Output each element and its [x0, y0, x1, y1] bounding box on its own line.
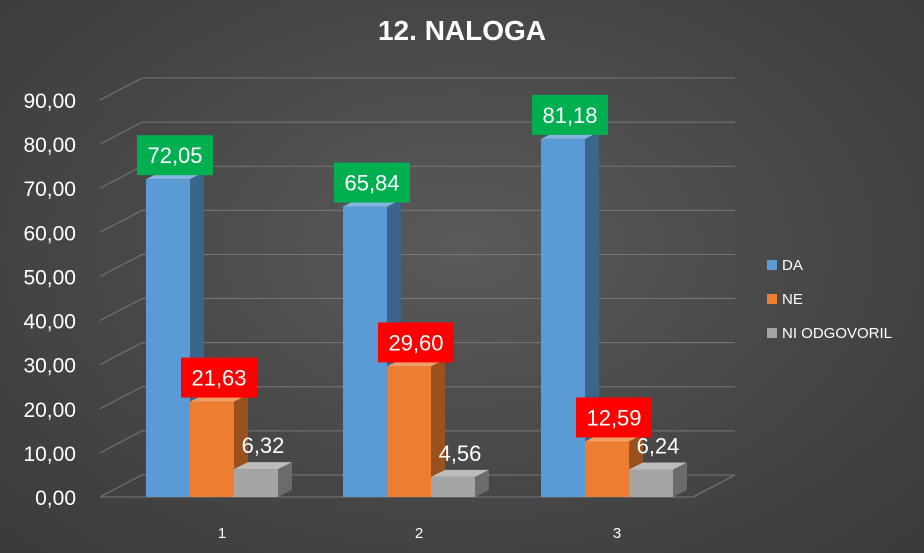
- data-label-box: [378, 322, 454, 363]
- y-tick-label: 50,00: [23, 266, 76, 289]
- data-label: 81,18: [542, 103, 597, 128]
- y-axis-ticks: 0,00 10,00 20,00 30,00 40,00 50,00 60,00 70,00 8…: [23, 90, 76, 510]
- data-label: 29,60: [388, 330, 443, 355]
- bar-side: [431, 359, 445, 497]
- bar: [585, 441, 629, 497]
- bar: [541, 138, 585, 497]
- legend-swatch: [767, 294, 777, 304]
- gridline-side: [99, 121, 143, 145]
- legend-swatch: [767, 328, 777, 338]
- data-label: 6,32: [242, 433, 285, 458]
- data-label: 65,84: [344, 171, 399, 196]
- bar: [387, 366, 431, 497]
- gridline-side: [99, 209, 143, 233]
- data-labels: 72,05 21,63 6,32 65,84 29,60 4,56 81,18 12,59 6,…: [137, 94, 680, 466]
- data-label-box: [334, 162, 410, 203]
- y-tick-label: 0,00: [35, 487, 76, 510]
- gridline-side: [99, 474, 143, 498]
- y-tick-label: 30,00: [23, 355, 76, 378]
- x-axis-categories: 1 2 3: [218, 525, 621, 542]
- x-category-label: 2: [415, 525, 423, 542]
- floor-edge-side: [692, 474, 736, 498]
- legend-swatch: [767, 260, 777, 270]
- data-label-box: [181, 357, 257, 398]
- y-tick-label: 10,00: [23, 443, 76, 466]
- bars: [146, 131, 687, 497]
- bar-top: [431, 469, 489, 477]
- legend-label: NE: [782, 291, 803, 308]
- data-label: 6,24: [637, 433, 680, 458]
- x-category-label: 3: [613, 525, 621, 542]
- y-tick-label: 40,00: [23, 311, 76, 334]
- data-label-box: [137, 135, 213, 176]
- legend: DA NE NI ODGOVORIL: [767, 257, 892, 342]
- legend-label: DA: [782, 257, 803, 274]
- bar: [629, 469, 673, 497]
- chart-title: 12. NALOGA: [378, 15, 546, 46]
- bar-side: [673, 462, 687, 497]
- data-label: 4,56: [439, 441, 482, 466]
- bar: [190, 401, 234, 497]
- bar-side: [278, 462, 292, 497]
- y-tick-label: 20,00: [23, 399, 76, 422]
- gridline-side: [99, 342, 143, 366]
- bar: [234, 469, 278, 497]
- y-tick-label: 70,00: [23, 178, 76, 201]
- gridline-side: [99, 430, 143, 454]
- bar: [431, 476, 475, 497]
- x-category-label: 1: [218, 525, 226, 542]
- data-label: 21,63: [191, 366, 246, 391]
- gridline-side: [99, 77, 143, 101]
- legend-label: NI ODGOVORIL: [782, 325, 892, 342]
- y-tick-label: 90,00: [23, 90, 76, 113]
- gridline-side: [99, 165, 143, 189]
- gridline-side: [99, 254, 143, 277]
- bar-side: [475, 469, 489, 497]
- bar-top: [234, 462, 292, 470]
- gridline-side: [99, 386, 143, 410]
- bar: [146, 179, 190, 497]
- data-label: 12,59: [586, 405, 641, 430]
- data-label-box: [532, 94, 608, 135]
- bar-top: [629, 462, 687, 470]
- gridline-side: [99, 298, 143, 321]
- y-tick-label: 80,00: [23, 134, 76, 157]
- data-label-box: [576, 397, 652, 438]
- y-tick-label: 60,00: [23, 222, 76, 245]
- data-label: 72,05: [147, 143, 202, 168]
